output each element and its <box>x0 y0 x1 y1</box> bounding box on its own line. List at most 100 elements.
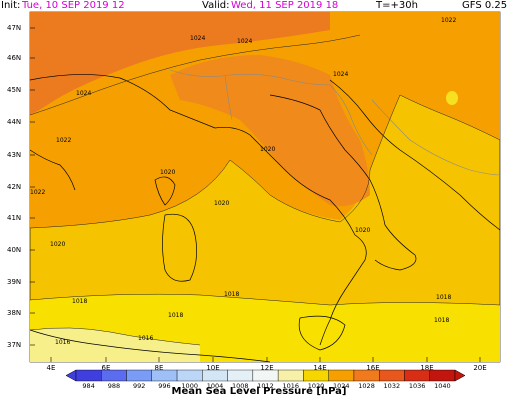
isobar-label: 1016 <box>55 339 70 346</box>
lon-labels: 4E 6E 8E 10E 12E 14E 16E 18E 20E <box>47 364 487 372</box>
colorbar-swatch <box>75 369 102 382</box>
isobar-label: 1022 <box>30 189 45 196</box>
lat-label: 41N <box>7 214 21 222</box>
init-label: Init: <box>1 0 21 11</box>
init-value: Tue, 10 SEP 2019 12 <box>22 0 125 11</box>
colorbar-level-label: 984 <box>82 382 94 390</box>
isobar-label: 1020 <box>214 200 229 207</box>
lat-label: 42N <box>7 183 21 191</box>
isobar-label: 1016 <box>138 335 153 342</box>
isobar-label: 1022 <box>56 137 71 144</box>
swiss-border <box>224 74 233 121</box>
lat-label: 44N <box>7 118 21 126</box>
isobar-1020 <box>29 293 501 306</box>
africa-coast <box>29 329 271 363</box>
colorbar-swatch <box>429 369 456 382</box>
lat-label: 37N <box>7 341 21 349</box>
colorbar-title: Mean Sea Level Pressure [hPa] <box>171 386 347 397</box>
coastlines <box>29 74 501 363</box>
isobar-label: 1018 <box>224 291 239 298</box>
isobar-label: 1018 <box>72 298 87 305</box>
lon-label: 20E <box>473 364 486 372</box>
lon-label: 14E <box>313 364 326 372</box>
valid-value: Wed, 11 SEP 2019 18 <box>231 0 339 11</box>
colorbar-swatch <box>252 369 279 382</box>
band-1026 <box>30 12 330 115</box>
isobar-1022 <box>29 94 501 229</box>
colorbar: 984 988 992 996 1000 1004 1008 1012 1016 1020 1024… <box>65 369 466 390</box>
colorbar-level-label: 996 <box>158 382 170 390</box>
model-name: GFS 0.25 <box>462 0 508 11</box>
colorbar-swatch <box>303 369 329 382</box>
isobar-label: 1020 <box>260 146 275 153</box>
balkan-coast <box>329 79 501 231</box>
lat-label: 39N <box>7 278 21 286</box>
colorbar-swatch <box>151 369 178 382</box>
colorbar-level-label: 992 <box>133 382 145 390</box>
colorbar-swatch <box>379 369 405 382</box>
lat-labels: 47N 46N 45N 44N 43N 42N 41N 40N 39N 38N … <box>7 24 21 349</box>
colorbar-arrow-high <box>454 369 466 382</box>
isobar-label: 1018 <box>168 312 183 319</box>
lon-label: 10E <box>206 364 219 372</box>
croatia-border <box>371 99 501 176</box>
colorbar-level-label: 1028 <box>358 382 375 390</box>
lat-label: 46N <box>7 54 21 62</box>
colorbar-level-label: 988 <box>108 382 120 390</box>
isobar-label: 1024 <box>190 35 205 42</box>
lon-label: 4E <box>47 364 56 372</box>
isobar-label: 1022 <box>441 17 456 24</box>
colorbar-swatch <box>202 369 228 382</box>
colorbar-level-label: 1040 <box>434 382 451 390</box>
colorbar-swatch <box>353 369 380 382</box>
band-1016 <box>30 327 200 362</box>
colorbar-swatch <box>404 369 430 382</box>
colorbar-level-label: 1036 <box>409 382 426 390</box>
colorbar-level-label: 1004 <box>207 382 224 390</box>
colorbar-level-label: 1012 <box>257 382 274 390</box>
band-1024-peninsula <box>170 55 370 207</box>
alpine-border <box>169 69 331 86</box>
lon-label: 12E <box>260 364 273 372</box>
sicily <box>298 315 346 351</box>
borders <box>169 69 501 176</box>
isobar-label: 1020 <box>50 241 65 248</box>
spain-coast <box>29 149 76 191</box>
slovenia-border <box>329 84 373 156</box>
forecast-step: T=+30h <box>376 0 418 11</box>
band-1022-patch <box>446 91 458 105</box>
lat-label: 43N <box>7 151 21 159</box>
isobar-1018 <box>29 327 201 346</box>
corsica <box>154 176 176 206</box>
lat-label: 47N <box>7 24 21 32</box>
lat-label: 45N <box>7 86 21 94</box>
italy-east-coast <box>269 94 417 271</box>
colorbar-level-label: 1000 <box>181 382 198 390</box>
colorbar-swatch <box>328 369 355 382</box>
lon-label: 16E <box>366 364 379 372</box>
lon-label: 18E <box>420 364 433 372</box>
colorbar-swatch <box>126 369 152 382</box>
isobar-1024a <box>29 34 361 116</box>
italy-west-coast <box>29 74 367 346</box>
colorbar-swatch <box>277 369 304 382</box>
colorbar-level-label: 1016 <box>282 382 299 390</box>
isobar-label: 1020 <box>160 169 175 176</box>
lon-label: 6E <box>102 364 111 372</box>
isobars <box>29 34 501 346</box>
colorbar-arrow-low <box>65 369 77 382</box>
isobar-label: 1024 <box>76 90 91 97</box>
lat-label: 40N <box>7 246 21 254</box>
lat-label: 38N <box>7 309 21 317</box>
isobar-label: 1024 <box>237 38 252 45</box>
colorbar-level-label: 1020 <box>308 382 325 390</box>
isobar-label: 1024 <box>333 71 348 78</box>
colorbar-level-label: 1024 <box>333 382 350 390</box>
colorbar-level-label: 1008 <box>232 382 249 390</box>
colorbar-level-label: 1032 <box>384 382 401 390</box>
pressure-bands <box>30 12 500 362</box>
colorbar-swatch <box>101 369 127 382</box>
sardinia <box>162 213 197 282</box>
isobar-label: 1018 <box>436 294 451 301</box>
